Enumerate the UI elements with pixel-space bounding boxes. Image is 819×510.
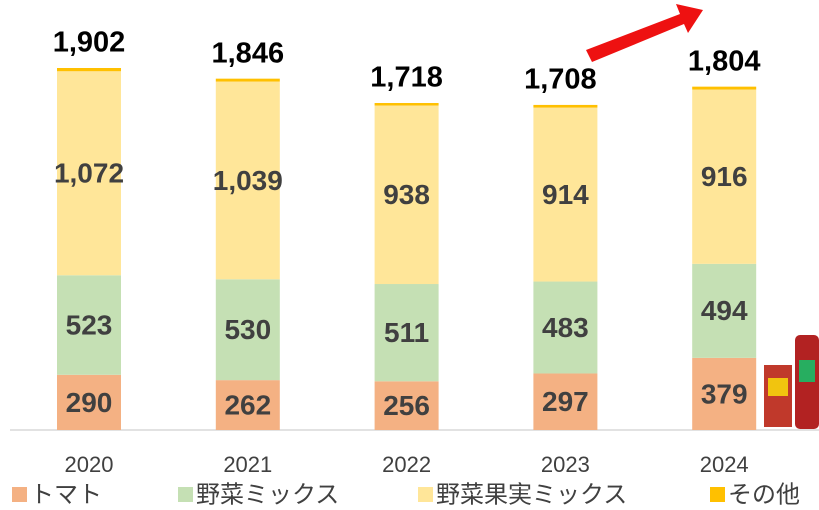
total-label: 1,708 bbox=[524, 64, 597, 96]
data-label: 1,039 bbox=[213, 165, 283, 196]
data-label: 530 bbox=[224, 314, 271, 345]
legend-swatch bbox=[12, 487, 27, 502]
data-label: 290 bbox=[66, 387, 113, 418]
legend-swatch bbox=[418, 487, 433, 502]
data-label: 511 bbox=[384, 317, 429, 348]
x-tick-label: 2022 bbox=[382, 452, 431, 477]
data-label: 938 bbox=[383, 179, 430, 210]
product-image bbox=[764, 335, 819, 429]
bar-segment bbox=[216, 79, 280, 82]
x-tick-label: 2020 bbox=[65, 452, 114, 477]
legend-label: トマト bbox=[30, 481, 102, 508]
chart: 290 523 1,072 1,902 2020 262 530 1,039 1,846 2021… bbox=[0, 0, 819, 510]
legend-label: 野菜果実ミックス bbox=[436, 481, 627, 508]
data-label: 379 bbox=[701, 378, 748, 409]
data-label: 494 bbox=[701, 295, 748, 326]
x-tick-label: 2021 bbox=[223, 452, 272, 477]
data-label: 297 bbox=[542, 386, 589, 417]
data-label: 523 bbox=[66, 309, 113, 340]
x-tick-label: 2024 bbox=[700, 452, 749, 477]
total-label: 1,804 bbox=[688, 45, 761, 77]
legend-swatch bbox=[178, 487, 193, 502]
data-label: 914 bbox=[542, 179, 589, 210]
total-label: 1,718 bbox=[370, 62, 443, 94]
data-label: 256 bbox=[383, 390, 430, 421]
bar-segment bbox=[533, 105, 597, 108]
bar-segment bbox=[375, 103, 439, 105]
x-tick-label: 2023 bbox=[541, 452, 590, 477]
trend-arrow bbox=[586, 4, 703, 62]
legend-label: 野菜ミックス bbox=[196, 481, 339, 508]
bar-segment bbox=[692, 87, 756, 90]
legend-swatch bbox=[710, 487, 725, 502]
bar-segment bbox=[57, 68, 121, 71]
data-label: 916 bbox=[701, 161, 748, 192]
total-label: 1,902 bbox=[53, 27, 126, 59]
data-label: 483 bbox=[542, 312, 589, 343]
legend-label: その他 bbox=[728, 481, 800, 508]
total-label: 1,846 bbox=[212, 37, 285, 69]
data-label: 262 bbox=[224, 389, 271, 420]
data-label: 1,072 bbox=[54, 158, 124, 189]
